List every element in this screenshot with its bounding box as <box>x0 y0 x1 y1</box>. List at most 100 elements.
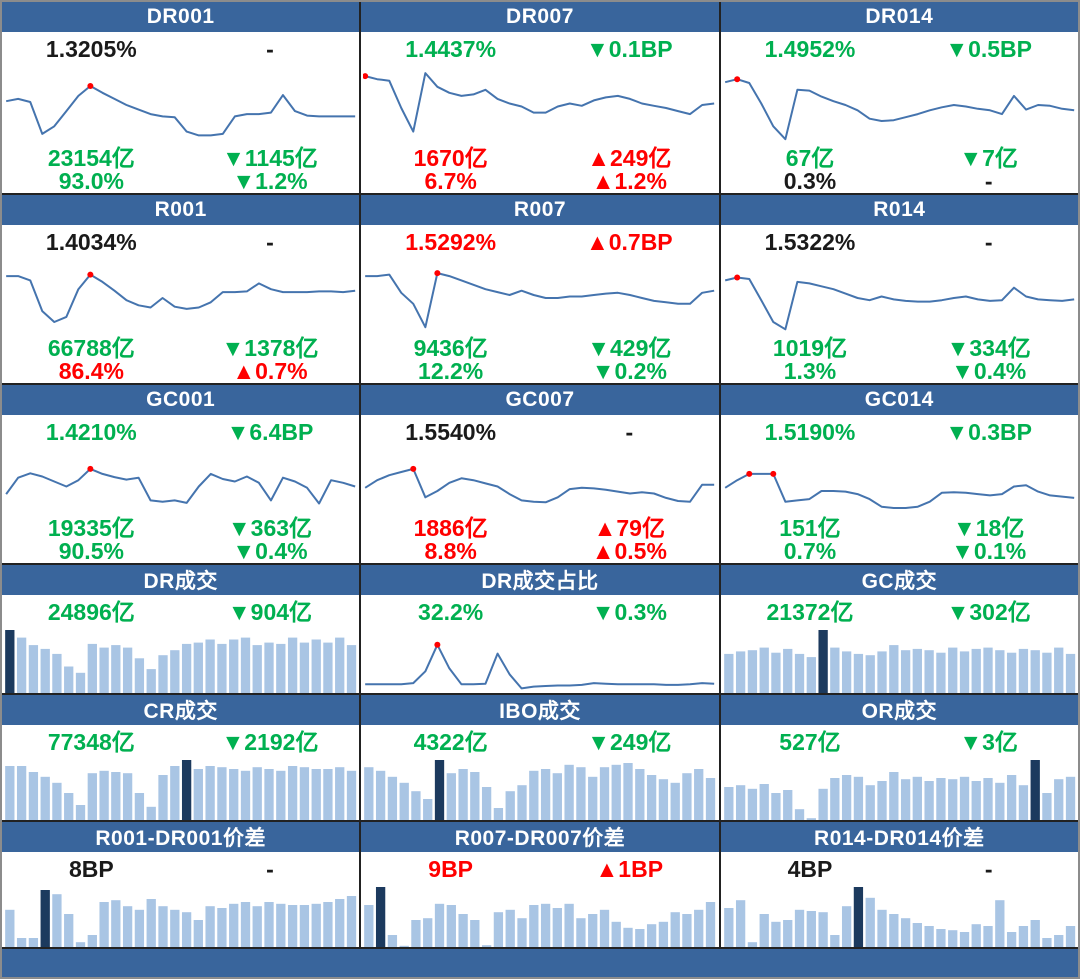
bar <box>829 647 840 693</box>
chart-svg <box>724 470 1074 509</box>
value-row: 8.8% ▲0.5% <box>361 540 718 563</box>
bar <box>623 927 633 947</box>
bar <box>564 764 575 820</box>
bottom-rows: 67亿 ▼7亿 0.3% - <box>721 147 1078 193</box>
bar <box>423 799 433 820</box>
change-value: - <box>266 229 274 255</box>
highlight-dot <box>733 76 740 83</box>
change-value: ▼0.5BP <box>945 36 1033 62</box>
bar <box>494 808 504 820</box>
panel-spread001: R001-DR001价差 8BP - <box>2 822 360 947</box>
bar <box>912 923 922 947</box>
chart-svg <box>5 465 356 505</box>
bar <box>335 637 345 693</box>
bar <box>912 776 922 820</box>
bar-chart <box>721 884 1078 947</box>
bar <box>770 652 781 693</box>
bar <box>264 769 274 820</box>
bar <box>28 645 39 693</box>
bar <box>470 920 480 947</box>
panel-header: R001 <box>2 195 360 225</box>
bar <box>877 909 887 947</box>
bar <box>217 643 227 693</box>
panel-title: DR成交 <box>143 570 218 593</box>
main-value: 4322亿 <box>413 729 488 755</box>
bar <box>134 793 145 820</box>
panel-gc007: GC007 1.5540% - 1886亿 ▲79亿 8.8% ▲0.5% <box>361 385 719 563</box>
bar <box>818 788 828 820</box>
bar <box>935 778 946 820</box>
bar <box>1065 926 1075 947</box>
bar <box>335 899 345 947</box>
bar <box>853 653 863 693</box>
detail-change: ▼18亿 <box>952 515 1025 541</box>
bar <box>759 647 769 693</box>
change-value: ▼249亿 <box>587 729 672 755</box>
bar <box>229 639 239 693</box>
main-value: 77348亿 <box>47 729 135 755</box>
highlight-dot <box>745 470 752 477</box>
panel-body: 1.5190% ▼0.3BP 151亿 ▼18亿 0.7% ▼0.1% <box>721 415 1078 563</box>
chart-svg <box>364 465 715 504</box>
panel-header: GC001 <box>2 385 360 415</box>
value-row: 32.2% ▼0.3% <box>361 595 718 627</box>
detail-change: ▼429亿 <box>587 335 672 361</box>
bar <box>794 909 804 947</box>
bar <box>841 906 851 947</box>
bar <box>635 769 645 820</box>
panel-header: CR成交 <box>2 695 360 725</box>
chart-svg <box>5 760 357 820</box>
bar <box>924 926 934 947</box>
panel-body: 1.4210% ▼6.4BP 19335亿 ▼363亿 90.5% ▼0.4% <box>2 415 359 563</box>
bar <box>311 639 321 693</box>
detail-change: ▼1145亿 <box>222 145 318 171</box>
panel-gc014: GC014 1.5190% ▼0.3BP 151亿 ▼18亿 0.7% ▼0.1… <box>720 385 1078 563</box>
bar <box>959 776 969 820</box>
bar <box>111 900 121 947</box>
bar-chart <box>721 757 1078 820</box>
line-chart <box>361 627 718 693</box>
footer-bar <box>2 949 1078 977</box>
value-row: 77348亿 ▼2192亿 <box>2 725 359 757</box>
detail-change: ▼1.2% <box>232 168 308 193</box>
highlight-dot <box>434 641 441 648</box>
bar <box>423 918 433 947</box>
bar <box>782 648 793 693</box>
chart-svg <box>5 83 356 137</box>
bar <box>299 767 310 820</box>
panel-title: R007 <box>513 198 567 221</box>
bar <box>588 914 598 947</box>
bar <box>1065 776 1075 820</box>
bar <box>706 902 716 947</box>
bar <box>181 912 192 947</box>
bar <box>806 818 816 820</box>
panel-header: GC007 <box>361 385 719 415</box>
detail-value: 86.4% <box>58 358 124 383</box>
bar <box>240 770 251 820</box>
bar <box>670 912 681 947</box>
bar <box>435 903 445 947</box>
value-row: 1.5322% - <box>721 225 1078 257</box>
bar <box>323 642 333 693</box>
panel-header: DR成交 <box>2 565 360 595</box>
bar <box>983 647 993 693</box>
detail-change: ▼0.4% <box>232 538 308 563</box>
bar-chart <box>2 757 359 820</box>
bar <box>794 653 804 693</box>
bar <box>529 905 539 947</box>
bar <box>99 902 109 947</box>
value-row: 4BP - <box>721 852 1078 884</box>
bar <box>770 793 781 820</box>
bar <box>122 906 133 947</box>
value-row: 93.0% ▼1.2% <box>2 170 359 193</box>
bar <box>64 914 74 947</box>
bar <box>399 782 410 820</box>
panel-header: R007 <box>361 195 719 225</box>
detail-value: 0.3% <box>783 168 837 193</box>
bar <box>64 793 74 820</box>
bar <box>240 902 251 947</box>
bar <box>1018 648 1028 693</box>
bar <box>576 767 586 820</box>
bar <box>40 776 50 820</box>
